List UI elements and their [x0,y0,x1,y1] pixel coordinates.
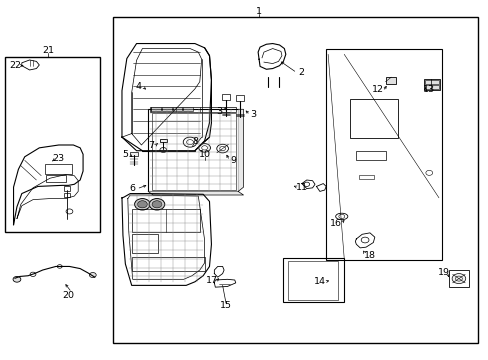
Text: 20: 20 [62,291,74,300]
Text: 9: 9 [230,156,236,165]
Text: 11: 11 [295,183,307,192]
Text: 15: 15 [220,301,231,310]
Text: 3: 3 [250,111,256,120]
Bar [5,57,100,232]
Text: 1: 1 [256,7,262,16]
Bar [131,234,158,253]
Bar [172,108,182,111]
Text: 23: 23 [53,154,65,163]
Circle shape [13,276,21,282]
Bar [148,109,238,192]
Text: 8: 8 [191,137,198,146]
Text: 19: 19 [437,268,449,277]
Text: 2: 2 [297,68,303,77]
Bar [129,152,137,156]
Circle shape [89,273,96,278]
Bar [448,270,468,287]
Text: 5: 5 [122,150,128,159]
Circle shape [134,199,150,210]
Circle shape [160,148,166,153]
Text: 14: 14 [314,277,325,286]
Bar [425,85,438,89]
Bar [63,186,70,192]
Bar [287,261,337,300]
Text: 16: 16 [329,219,341,228]
Text: 7: 7 [148,141,154,150]
Bar [45,163,72,174]
Text: 22: 22 [9,61,21,70]
Text: 17: 17 [205,276,217,285]
Text: 4: 4 [135,82,141,91]
Bar [149,107,236,112]
Text: 12: 12 [371,85,384,94]
Bar [358,175,373,179]
Text: 6: 6 [129,184,135,193]
Bar [113,18,477,342]
Bar [162,108,171,111]
Bar [385,77,395,84]
Bar [183,108,193,111]
Bar [63,193,70,197]
Bar [235,95,243,102]
Bar [46,175,65,182]
Bar [222,94,229,100]
Bar [350,99,397,138]
Circle shape [149,199,164,210]
Circle shape [152,201,162,208]
Text: 13: 13 [422,85,434,94]
Bar [356,152,385,160]
Bar [131,257,204,271]
Circle shape [137,201,147,208]
Polygon shape [148,192,243,195]
Bar [152,113,235,190]
Text: 10: 10 [198,150,210,159]
Bar [151,108,161,111]
Text: 21: 21 [42,46,54,55]
Bar [325,49,441,260]
Bar [424,79,439,90]
Circle shape [451,274,465,284]
Polygon shape [238,109,243,192]
Bar [131,208,200,232]
Bar [160,139,166,142]
Text: 18: 18 [363,251,375,260]
Text: 3: 3 [216,107,222,116]
Bar [283,257,344,302]
Bar [425,80,438,84]
